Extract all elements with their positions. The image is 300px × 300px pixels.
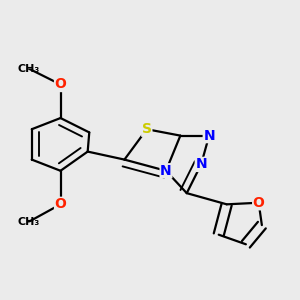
- Text: CH₃: CH₃: [17, 217, 40, 227]
- Text: N: N: [203, 129, 215, 142]
- Text: methoxy: methoxy: [25, 68, 32, 69]
- Text: methoxy: methoxy: [25, 221, 32, 223]
- Text: CH₃: CH₃: [17, 64, 40, 74]
- Text: O: O: [55, 77, 67, 92]
- Text: O: O: [55, 197, 67, 211]
- Text: O: O: [253, 196, 265, 210]
- Text: N: N: [195, 158, 207, 171]
- Text: N: N: [160, 164, 172, 178]
- Text: S: S: [142, 122, 152, 136]
